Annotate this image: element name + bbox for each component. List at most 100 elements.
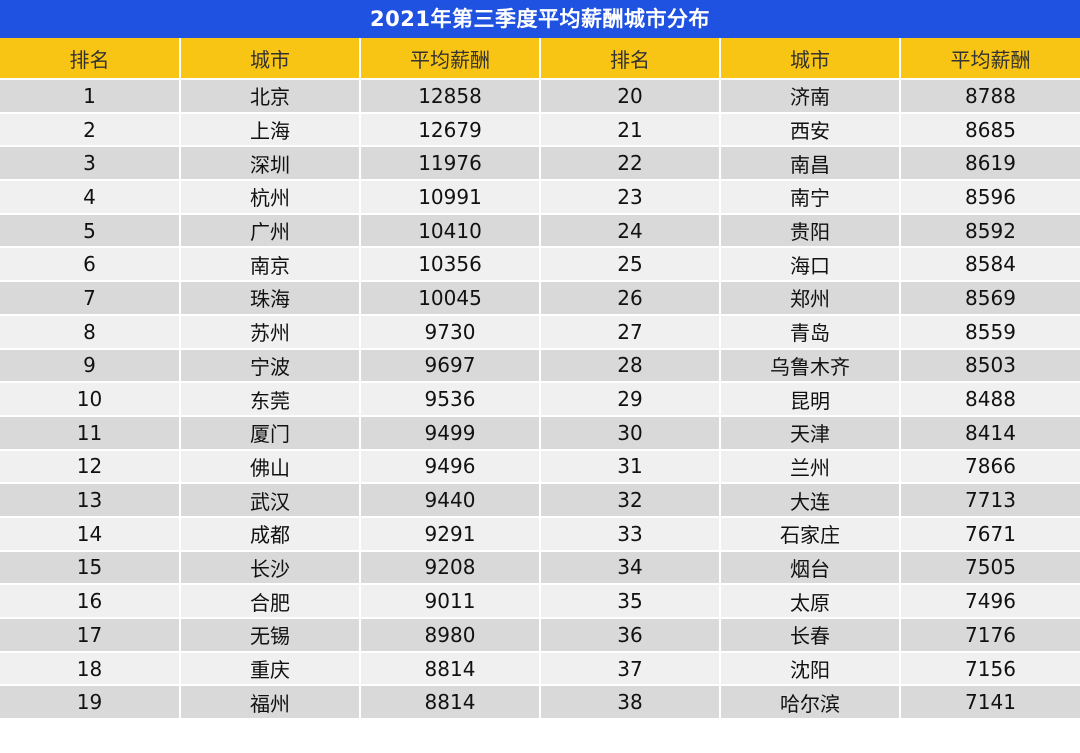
table-body: 1 北京 12858 20 济南 8788 2 上海 12679 21 西安 8685 3 深圳 11976…: [0, 79, 1080, 721]
city-cell-right: 长春: [719, 618, 900, 653]
table-row: 1 北京 12858 20 济南 8788: [0, 79, 1080, 114]
city-cell-left: 珠海: [179, 281, 360, 316]
salary-cell-left: 9536: [359, 382, 540, 417]
table-header-row: 排名 城市 平均薪酬 排名 城市 平均薪酬: [0, 38, 1080, 80]
salary-cell-left: 12679: [359, 112, 540, 148]
salary-table: 排名 城市 平均薪酬 排名 城市 平均薪酬 1 北京 12858 20 济南 8788 2 上…: [0, 38, 1080, 721]
salary-cell-left: 9697: [359, 348, 540, 384]
city-cell-right: 贵阳: [719, 213, 900, 249]
table-row: 2 上海 12679 21 西安 8685: [0, 112, 1080, 148]
city-cell-left: 南京: [179, 247, 360, 283]
rank-cell-right: 36: [539, 618, 720, 653]
table-title: 2021年第三季度平均薪酬城市分布: [0, 0, 1080, 38]
rank-cell-left: 15: [0, 550, 180, 586]
salary-cell-left: 8814: [359, 651, 540, 687]
salary-cell-left: 10045: [359, 281, 540, 316]
salary-cell-left: 8980: [359, 618, 540, 653]
salary-cell-left: 9291: [359, 516, 540, 552]
table-row: 12 佛山 9496 31 兰州 7866: [0, 449, 1080, 485]
table-row: 14 成都 9291 33 石家庄 7671: [0, 516, 1080, 552]
salary-cell-right: 7671: [899, 516, 1080, 552]
table-row: 5 广州 10410 24 贵阳 8592: [0, 213, 1080, 249]
rank-cell-left: 3: [0, 146, 180, 182]
city-cell-left: 深圳: [179, 146, 360, 182]
city-cell-right: 西安: [719, 112, 900, 148]
salary-cell-right: 7505: [899, 550, 1080, 586]
rank-cell-left: 11: [0, 415, 180, 451]
table-row: 4 杭州 10991 23 南宁 8596: [0, 180, 1080, 215]
rank-cell-left: 13: [0, 483, 180, 518]
salary-cell-left: 10410: [359, 213, 540, 249]
city-cell-right: 大连: [719, 483, 900, 518]
header-rank-right: 排名: [539, 38, 720, 80]
rank-cell-left: 18: [0, 651, 180, 687]
city-cell-left: 重庆: [179, 651, 360, 687]
city-cell-left: 长沙: [179, 550, 360, 586]
salary-cell-right: 8596: [899, 180, 1080, 215]
city-cell-right: 哈尔滨: [719, 685, 900, 721]
salary-cell-right: 8584: [899, 247, 1080, 283]
table-row: 19 福州 8814 38 哈尔滨 7141: [0, 685, 1080, 721]
rank-cell-right: 25: [539, 247, 720, 283]
salary-cell-right: 8569: [899, 281, 1080, 316]
rank-cell-left: 10: [0, 382, 180, 417]
salary-cell-left: 9208: [359, 550, 540, 586]
city-cell-right: 兰州: [719, 449, 900, 485]
salary-cell-left: 12858: [359, 79, 540, 114]
city-cell-left: 东莞: [179, 382, 360, 417]
city-cell-right: 郑州: [719, 281, 900, 316]
rank-cell-left: 14: [0, 516, 180, 552]
city-cell-left: 成都: [179, 516, 360, 552]
city-cell-right: 沈阳: [719, 651, 900, 687]
rank-cell-right: 35: [539, 584, 720, 619]
rank-cell-left: 5: [0, 213, 180, 249]
table-row: 8 苏州 9730 27 青岛 8559: [0, 314, 1080, 350]
salary-cell-right: 8503: [899, 348, 1080, 384]
rank-cell-right: 32: [539, 483, 720, 518]
salary-cell-right: 8592: [899, 213, 1080, 249]
header-city-left: 城市: [179, 38, 360, 80]
city-cell-right: 南昌: [719, 146, 900, 182]
rank-cell-left: 17: [0, 618, 180, 653]
rank-cell-right: 27: [539, 314, 720, 350]
table-row: 9 宁波 9697 28 乌鲁木齐 8503: [0, 348, 1080, 384]
salary-cell-right: 7156: [899, 651, 1080, 687]
city-cell-right: 南宁: [719, 180, 900, 215]
salary-cell-left: 9011: [359, 584, 540, 619]
rank-cell-right: 21: [539, 112, 720, 148]
rank-cell-right: 37: [539, 651, 720, 687]
table-row: 6 南京 10356 25 海口 8584: [0, 247, 1080, 283]
city-cell-left: 福州: [179, 685, 360, 721]
rank-cell-right: 23: [539, 180, 720, 215]
city-cell-right: 石家庄: [719, 516, 900, 552]
header-salary-right: 平均薪酬: [899, 38, 1080, 80]
rank-cell-left: 19: [0, 685, 180, 721]
city-cell-right: 海口: [719, 247, 900, 283]
rank-cell-right: 30: [539, 415, 720, 451]
city-cell-right: 昆明: [719, 382, 900, 417]
rank-cell-right: 29: [539, 382, 720, 417]
city-cell-right: 济南: [719, 79, 900, 114]
rank-cell-right: 26: [539, 281, 720, 316]
rank-cell-left: 16: [0, 584, 180, 619]
table-row: 7 珠海 10045 26 郑州 8569: [0, 281, 1080, 316]
city-cell-left: 佛山: [179, 449, 360, 485]
table-row: 16 合肥 9011 35 太原 7496: [0, 584, 1080, 619]
salary-cell-right: 8414: [899, 415, 1080, 451]
city-cell-left: 广州: [179, 213, 360, 249]
city-cell-left: 上海: [179, 112, 360, 148]
city-cell-right: 青岛: [719, 314, 900, 350]
rank-cell-right: 24: [539, 213, 720, 249]
table-row: 13 武汉 9440 32 大连 7713: [0, 483, 1080, 518]
table-row: 15 长沙 9208 34 烟台 7505: [0, 550, 1080, 586]
city-cell-right: 太原: [719, 584, 900, 619]
salary-cell-right: 8559: [899, 314, 1080, 350]
city-cell-right: 乌鲁木齐: [719, 348, 900, 384]
header-salary-left: 平均薪酬: [359, 38, 540, 80]
city-cell-left: 无锡: [179, 618, 360, 653]
salary-cell-right: 7176: [899, 618, 1080, 653]
salary-cell-left: 10991: [359, 180, 540, 215]
header-city-right: 城市: [719, 38, 900, 80]
city-cell-left: 苏州: [179, 314, 360, 350]
